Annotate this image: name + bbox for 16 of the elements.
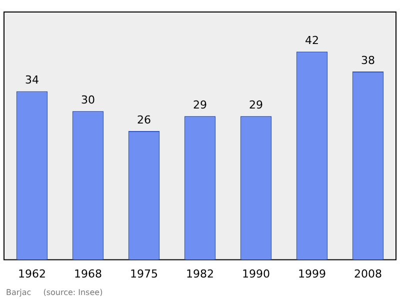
text: Barjac	[6, 288, 32, 297]
x-tick-label: 1975	[130, 267, 158, 280]
data-label: 30	[81, 93, 95, 106]
x-tick-label: 2008	[354, 267, 382, 280]
data-label: 26	[137, 113, 151, 126]
data-label: 29	[193, 98, 207, 112]
data-label: 38	[361, 54, 375, 67]
x-tick-label: 1990	[242, 267, 270, 280]
data-label: 42	[305, 34, 319, 48]
x-tick-label: 1999	[298, 267, 326, 280]
x-tick-label: 1982	[186, 267, 214, 280]
x-tick-label: 1968	[74, 267, 102, 280]
text: (source: Insee)	[43, 288, 103, 297]
data-label: 29	[249, 98, 263, 112]
x-tick-label: 1962	[18, 267, 46, 280]
data-label: 34	[25, 74, 39, 87]
